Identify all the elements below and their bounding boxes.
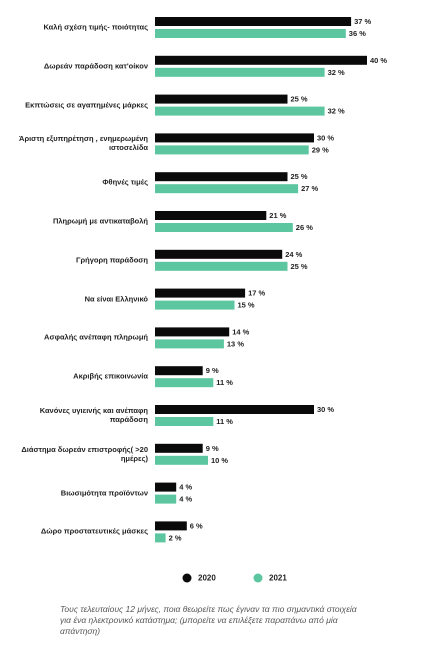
value-label: 9 % <box>206 366 219 375</box>
bar <box>155 494 177 504</box>
category-label: Δώρο προστατευτικές μάσκες <box>40 526 148 536</box>
value-label: 6 % <box>190 521 203 530</box>
legend-label: 2021 <box>269 574 287 583</box>
bar <box>155 366 203 376</box>
value-label: 4 % <box>179 483 192 492</box>
bar <box>155 67 325 77</box>
value-label: 4 % <box>179 495 192 504</box>
bar <box>155 261 288 271</box>
value-label: 26 % <box>296 223 313 232</box>
category-label: Άριστη εξυπηρέτηση , ενημερωμένη ιστοσελ… <box>19 134 148 153</box>
value-label: 36 % <box>349 29 366 38</box>
bar <box>155 378 214 388</box>
bar <box>155 17 352 26</box>
legend-label: 2020 <box>198 574 216 583</box>
bar <box>155 482 177 492</box>
value-label: 24 % <box>285 250 302 259</box>
value-label: 13 % <box>227 339 244 348</box>
bar <box>155 29 346 38</box>
value-label: 32 % <box>328 107 345 116</box>
value-label: 9 % <box>206 444 219 453</box>
value-label: 25 % <box>291 262 308 271</box>
category-label: Ακριβής επικοινωνία <box>73 371 148 381</box>
value-label: 17 % <box>248 289 265 298</box>
chart: 37 % 36 % 40 % 32 % 25 % 32 % 30 % 29 % 25 % 27 %… <box>155 17 387 583</box>
bar <box>155 249 283 259</box>
bar <box>155 405 314 414</box>
value-label: 15 % <box>238 301 255 310</box>
value-label: 29 % <box>312 145 329 154</box>
bar <box>155 300 235 310</box>
bar <box>155 184 299 194</box>
legend-marker <box>182 573 192 583</box>
value-label: 37 % <box>354 17 371 26</box>
value-label: 32 % <box>328 68 345 77</box>
category-label: Κανόνες υγιεινής και ανέπαφη παράδοση <box>39 406 148 424</box>
bar <box>155 417 214 426</box>
bar <box>155 106 325 116</box>
bar <box>155 94 288 104</box>
value-label: 14 % <box>232 327 249 336</box>
footnote: Τους τελευταίους 12 μήνες, ποια θεωρείτε… <box>60 604 357 636</box>
bar <box>155 145 309 155</box>
category-label: Να είναι Ελληνικό <box>84 294 148 304</box>
bar <box>155 443 203 453</box>
value-label: 10 % <box>211 456 228 465</box>
value-label: 30 % <box>317 405 334 414</box>
category-label: Δωρεάν παράδοση κατ'οίκον <box>43 61 148 71</box>
value-label: 27 % <box>301 184 318 193</box>
value-label: 11 % <box>216 417 233 426</box>
bar <box>155 533 166 543</box>
bar <box>155 521 187 531</box>
legend-marker <box>253 573 263 583</box>
value-label: 30 % <box>317 133 334 142</box>
category-label: Εκπτώσεις σε αγαπημένες μάρκες <box>25 100 148 110</box>
bar <box>155 455 208 465</box>
category-label: Πληρωμή με αντικαταβολή <box>52 216 148 226</box>
bar <box>155 211 267 220</box>
bar <box>155 172 288 182</box>
bar <box>155 339 224 349</box>
category-label: Φθηνές τιμές <box>102 177 148 187</box>
category-label: Βιωσιμότητα προϊόντων <box>60 488 148 498</box>
value-label: 40 % <box>370 56 387 65</box>
category-label: Καλή σχέση τιμής- ποιότητας <box>43 22 148 32</box>
category-label: Διάστημα δωρεάν επιστροφής( >20 ημέρες) <box>21 444 148 463</box>
value-label: 11 % <box>216 378 233 387</box>
bar <box>155 288 246 298</box>
value-label: 25 % <box>291 95 308 104</box>
bar <box>155 223 293 232</box>
value-label: 21 % <box>269 211 286 220</box>
category-label: Γρήγορη παράδοση <box>75 255 148 265</box>
value-label: 25 % <box>291 172 308 181</box>
bar <box>155 133 314 143</box>
bar <box>155 55 367 65</box>
value-label: 2 % <box>169 533 182 542</box>
bar <box>155 327 230 337</box>
category-label: Ασφαλής ανέπαφη πληρωμή <box>44 332 148 342</box>
